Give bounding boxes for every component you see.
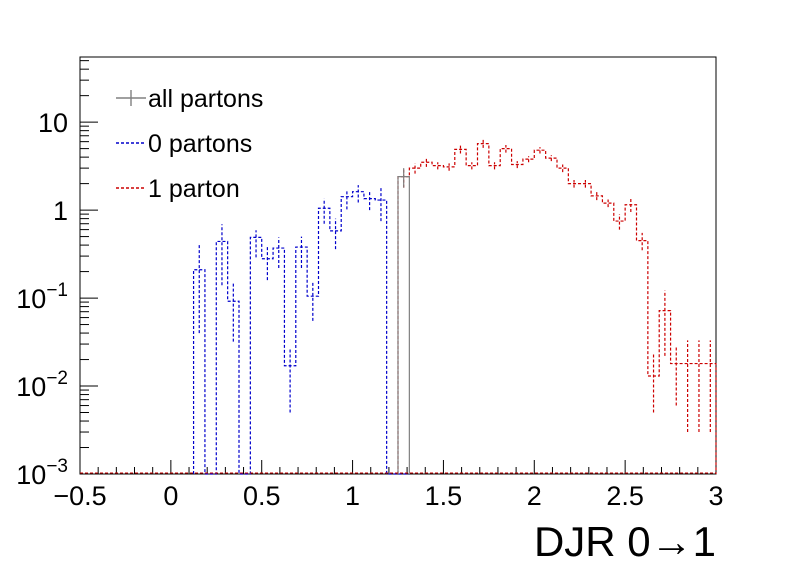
series-step-line	[397, 176, 410, 474]
y-tick-label: 10−3	[16, 456, 68, 490]
y-tick-label: 10−1	[16, 280, 68, 314]
y-tick-label: 10	[38, 108, 68, 138]
x-tick-label: 1	[345, 481, 360, 511]
y-tick-label: 10−2	[16, 368, 68, 402]
series-1-parton	[397, 139, 717, 474]
series-step-line	[192, 191, 410, 475]
y-tick-label: 1	[53, 196, 68, 226]
series-0-partons	[192, 185, 410, 475]
axis-ticks	[79, 60, 717, 475]
x-tick-label: −0.5	[53, 481, 106, 511]
x-tick-label: 2	[527, 481, 542, 511]
axis-tick-labels: −0.5 0 0.5 1 1.5 2 2.5 3 10−3 10−2 10−1 1 10	[16, 108, 723, 511]
series-step-line	[397, 143, 717, 474]
x-tick-label: 0.5	[243, 481, 281, 511]
x-tick-label: 2.5	[606, 481, 644, 511]
series-layer	[80, 139, 717, 475]
x-tick-label: 1.5	[425, 481, 463, 511]
x-axis-title: DJR 0→1	[534, 518, 716, 565]
legend: all partons 0 partons 1 parton	[116, 85, 263, 203]
x-tick-label: 0	[163, 481, 178, 511]
legend-label: all partons	[148, 85, 263, 113]
x-tick-label: 3	[708, 481, 723, 511]
legend-label: 1 parton	[148, 175, 240, 203]
series-all-partons	[397, 168, 410, 474]
legend-label: 0 partons	[148, 130, 252, 158]
